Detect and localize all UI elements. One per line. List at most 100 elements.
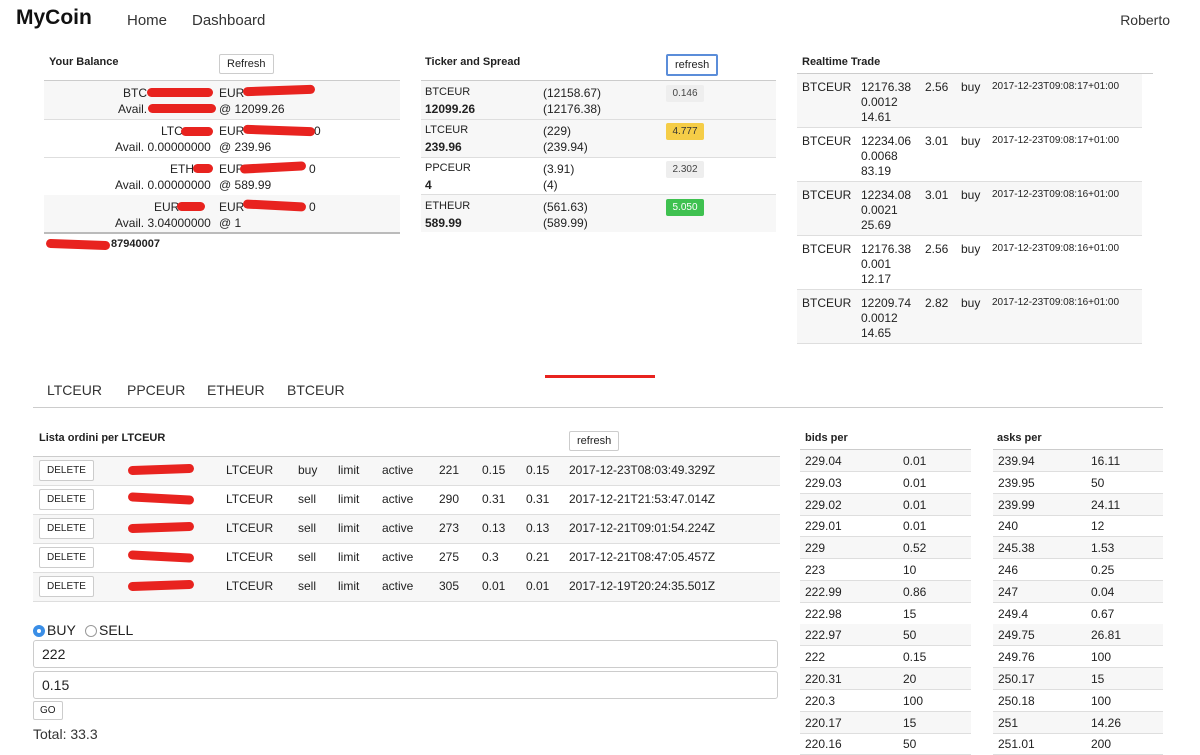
row-divider (993, 514, 1163, 516)
sell-label[interactable]: SELL (99, 622, 134, 638)
spread-badge: 2.302 (666, 161, 704, 178)
order-remaining: 0.21 (526, 550, 550, 564)
loading-bar (545, 375, 655, 378)
balance-label-eur: EUR (154, 200, 180, 214)
order-price: 290 (439, 492, 460, 506)
trade-price: 12234.06 (861, 134, 912, 148)
book-amount: 15 (903, 715, 917, 730)
row-divider (800, 645, 971, 647)
buy-radio[interactable] (33, 625, 45, 637)
delete-order-button[interactable]: DELETE (39, 489, 94, 510)
book-price: 247 (998, 584, 1019, 599)
ticker-bid: (561.63) (543, 200, 588, 214)
balance-label-ltc: LTC (161, 124, 183, 138)
trade-row (797, 182, 1142, 235)
balance-refresh-button[interactable]: Refresh (219, 54, 274, 74)
row-divider (993, 623, 1163, 625)
trade-pair: BTCEUR (802, 80, 852, 94)
ticker-pair: BTCEUR (425, 86, 471, 98)
order-status: active (382, 550, 414, 564)
book-price: 222.98 (805, 606, 842, 621)
book-row (800, 668, 971, 689)
amount-input[interactable] (33, 671, 778, 699)
row-divider (797, 343, 1142, 344)
book-row (993, 624, 1163, 646)
book-amount: 100 (1091, 650, 1112, 665)
tab-ltceur[interactable]: LTCEUR (47, 382, 102, 398)
nav-home-link[interactable]: Home (127, 12, 168, 29)
row-divider (797, 127, 1142, 128)
order-side: sell (298, 579, 317, 593)
order-status: active (382, 492, 414, 506)
order-remaining: 0.01 (526, 579, 550, 593)
sell-radio[interactable] (85, 625, 97, 637)
book-amount: 100 (903, 693, 924, 708)
row-divider (797, 181, 1142, 182)
order-date: 2017-12-21T08:47:05.457Z (569, 550, 716, 564)
nav-dashboard-link[interactable]: Dashboard (192, 12, 266, 29)
row-divider (993, 732, 1163, 734)
trade-time: 2017-12-23T09:08:16+01:00 (992, 297, 1120, 308)
book-amount: 0.01 (903, 497, 927, 512)
trade-side: buy (961, 296, 981, 310)
order-amount: 0.31 (482, 492, 506, 506)
buy-label[interactable]: BUY (47, 622, 76, 638)
book-amount: 0.25 (1091, 563, 1115, 577)
tab-etheur[interactable]: ETHEUR (207, 382, 265, 398)
ticker-ask: (12176.38) (543, 102, 602, 116)
book-price: 220.17 (805, 715, 842, 730)
book-amount: 0.67 (1091, 606, 1115, 621)
balance-label-btc: BTC (123, 86, 147, 100)
book-amount: 20 (903, 672, 917, 686)
book-amount: 10 (903, 563, 917, 577)
order-status: active (382, 521, 414, 535)
order-pair: LTCEUR (226, 550, 274, 564)
tab-ppceur[interactable]: PPCEUR (127, 382, 186, 398)
book-amount: 15 (1091, 672, 1105, 686)
total-text: Total: 33.3 (33, 726, 98, 742)
realtime-title: Realtime Trade (802, 56, 881, 68)
balance-avail-eur: Avail. 3.04000000 (115, 216, 211, 230)
book-price: 220.31 (805, 672, 842, 686)
book-price: 245.38 (998, 541, 1035, 556)
book-row (800, 711, 971, 733)
book-amount: 0.01 (903, 454, 927, 468)
delete-order-button[interactable]: DELETE (39, 576, 94, 597)
order-type: limit (338, 463, 360, 477)
book-amount: 0.86 (903, 584, 927, 599)
book-price: 222 (805, 650, 826, 665)
ticker-pair: ETHEUR (425, 200, 471, 212)
book-price: 229.02 (805, 497, 842, 512)
ticker-ask: (239.94) (543, 140, 588, 154)
book-amount: 100 (1091, 693, 1112, 708)
balance-eur-tail-eth: 0 (309, 162, 316, 176)
book-amount: 12 (1091, 519, 1105, 534)
book-price: 220.3 (805, 693, 836, 708)
book-price: 229.03 (805, 475, 842, 490)
order-pair: LTCEUR (226, 463, 274, 477)
order-pair: LTCEUR (226, 492, 274, 506)
balance-eur-tail-ltc: 0 (314, 124, 321, 138)
delete-order-button[interactable]: DELETE (39, 518, 94, 539)
brand-logo[interactable]: MyCoin (16, 6, 92, 29)
order-pair: LTCEUR (226, 521, 274, 535)
price-input[interactable] (33, 640, 778, 668)
redaction-mark (239, 161, 307, 174)
balance-eur-tail-eur: 0 (309, 200, 316, 214)
balance-title: Your Balance (49, 56, 119, 68)
user-menu[interactable]: Roberto (1120, 12, 1170, 28)
row-divider (993, 471, 1163, 472)
balance-rate-eur: @ 1 (219, 216, 242, 230)
balance-avail-eth: Avail. 0.00000000 (115, 178, 211, 192)
delete-order-button[interactable]: DELETE (39, 460, 94, 481)
book-row (993, 493, 1163, 515)
delete-order-button[interactable]: DELETE (39, 547, 94, 568)
row-divider (800, 732, 971, 734)
tab-btceur[interactable]: BTCEUR (287, 382, 345, 398)
order-type: limit (338, 492, 360, 506)
balance-eur-ltc: EUR (219, 124, 245, 138)
orders-refresh-button[interactable]: refresh (569, 431, 620, 451)
go-button[interactable]: GO (33, 701, 63, 720)
row-divider (800, 492, 971, 494)
ticker-refresh-button[interactable]: refresh (666, 54, 719, 76)
